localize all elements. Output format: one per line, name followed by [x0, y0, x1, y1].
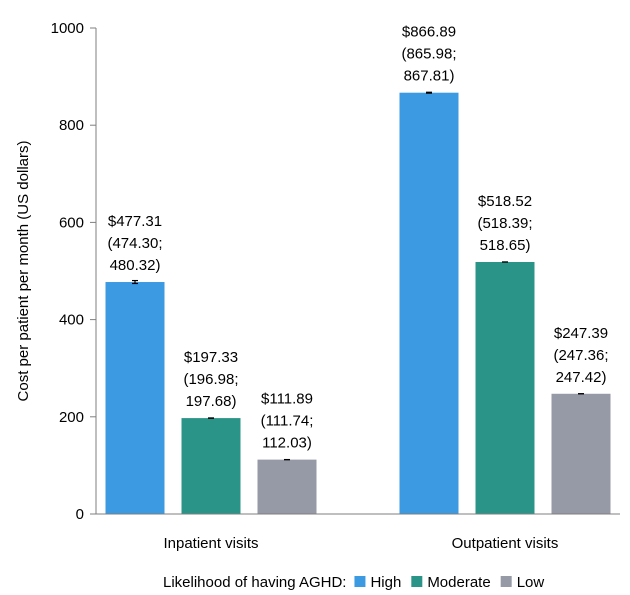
legend-swatch-low [500, 576, 512, 587]
y-tick-label: 800 [59, 117, 84, 134]
error-bar [132, 279, 138, 285]
legend-swatch-moderate [411, 576, 423, 587]
data-label: 197.68) [186, 393, 237, 410]
data-label: 518.65) [480, 237, 531, 254]
y-tick-label: 0 [76, 506, 84, 523]
bar-moderate-inpatient [181, 418, 241, 514]
data-label: $247.39 [554, 325, 608, 342]
legend: Likelihood of having AGHD: High Moderate Lo… [163, 574, 544, 591]
bar-high-outpatient [399, 92, 459, 514]
data-label: $477.31 [108, 213, 162, 230]
legend-title: Likelihood of having AGHD: [163, 574, 346, 591]
y-axis-title: Cost per patient per month (US dollars) [15, 141, 32, 402]
bar-low-inpatient [257, 459, 317, 514]
data-label: $197.33 [184, 349, 238, 366]
legend-label-low: Low [517, 574, 545, 591]
data-label: 867.81) [404, 68, 455, 85]
data-label: (865.98; [401, 46, 456, 63]
data-label: $866.89 [402, 24, 456, 41]
data-label: 247.42) [556, 369, 607, 386]
legend-label-moderate: Moderate [427, 574, 490, 591]
data-label: $518.52 [478, 193, 532, 210]
data-label: (111.74; [261, 413, 314, 430]
y-tick-label: 400 [59, 312, 84, 329]
data-label: (474.30; [107, 235, 162, 252]
data-label: $111.89 [261, 391, 313, 408]
legend-swatch-high [354, 576, 366, 587]
bar-moderate-outpatient [475, 261, 535, 514]
x-category-label: Outpatient visits [452, 535, 559, 552]
bar-low-outpatient [551, 393, 611, 514]
y-tick-label: 200 [59, 409, 84, 426]
y-tick-label: 1000 [51, 20, 84, 37]
error-bar [426, 91, 432, 94]
legend-label-high: High [370, 574, 401, 591]
data-label: (518.39; [477, 215, 532, 232]
data-label: 112.03) [262, 435, 312, 452]
data-label: (247.36; [553, 347, 608, 364]
x-category-label: Inpatient visits [163, 535, 258, 552]
bar-high-inpatient [105, 282, 165, 514]
data-label: (196.98; [183, 371, 238, 388]
y-tick-label: 600 [59, 214, 84, 231]
data-label: 480.32) [110, 257, 161, 274]
